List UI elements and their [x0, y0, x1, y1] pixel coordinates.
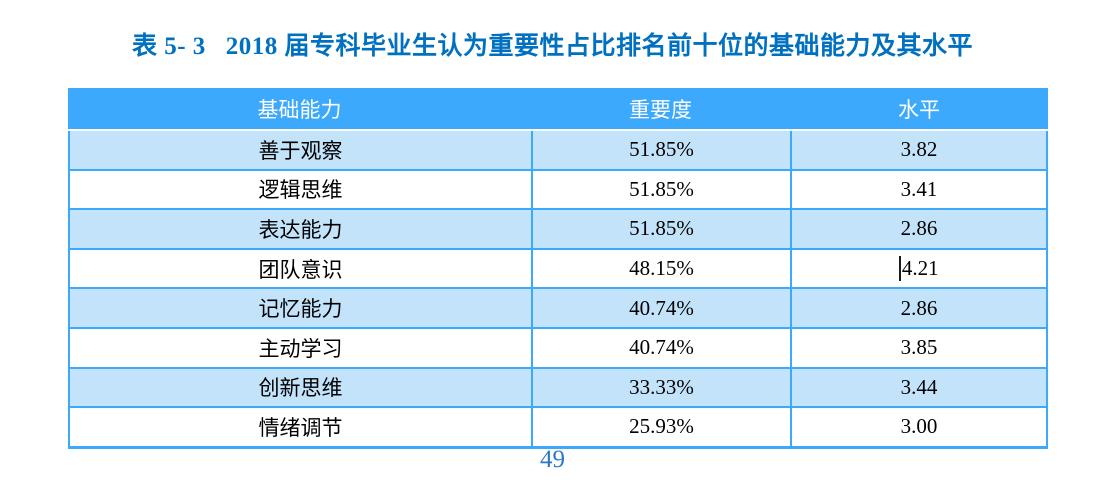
page-number: 49 [540, 446, 565, 473]
cell-level: 3.41 [900, 176, 938, 201]
cell-level: 3.82 [900, 137, 938, 162]
text-cursor-caret [899, 256, 901, 282]
table-row: 主动学习 40.74% 3.85 [70, 326, 1046, 367]
cell-importance: 40.74% [533, 328, 792, 367]
cell-importance: 40.74% [533, 289, 792, 327]
cell-ability: 团队意识 [70, 249, 533, 288]
cell-ability: 逻辑思维 [70, 170, 533, 209]
table-row: 表达能力 51.85% 2.86 [70, 208, 1046, 248]
cell-ability: 记忆能力 [70, 289, 533, 327]
cell-ability: 主动学习 [70, 328, 533, 367]
column-header-importance: 重要度 [629, 98, 692, 122]
table-body: 善于观察 51.85% 3.82 逻辑思维 51.85% 3.41 表达能力 5… [68, 131, 1048, 449]
table-number-label: 表 5- 3 [131, 33, 206, 60]
cell-importance: 25.93% [533, 408, 792, 446]
table-row: 团队意识 48.15% 4.21 [70, 247, 1046, 288]
cell-level: 4.21 [792, 250, 1046, 288]
column-header-ability: 基础能力 [257, 98, 342, 122]
column-header-level: 水平 [898, 98, 940, 122]
table-header-row: 基础能力 重要度 水平 [68, 88, 1048, 131]
document-table: 基础能力 重要度 水平 善于观察 51.85% 3.82 逻辑思维 51.85%… [68, 88, 1048, 449]
cell-importance: 33.33% [533, 368, 792, 407]
table-row: 创新思维 33.33% 3.44 [70, 366, 1046, 407]
cell-ability: 情绪调节 [70, 408, 533, 446]
cell-importance: 51.85% [533, 170, 792, 209]
table-row: 情绪调节 25.93% 3.00 [70, 406, 1046, 446]
level-value: 4.21 [901, 256, 939, 281]
cell-level: 2.86 [900, 216, 938, 241]
cell-level: 2.86 [900, 295, 938, 320]
table-row: 逻辑思维 51.85% 3.41 [70, 168, 1046, 209]
cell-importance: 48.15% [533, 249, 792, 288]
table-title-text: 2018 届专科毕业生认为重要性占比排名前十位的基础能力及其水平 [225, 33, 974, 60]
table-row: 善于观察 51.85% 3.82 [70, 131, 1046, 169]
cell-ability: 善于观察 [70, 131, 533, 169]
cell-level: 3.44 [900, 374, 938, 399]
cell-level: 3.00 [900, 414, 938, 439]
table-caption: 表 5- 3 2018 届专科毕业生认为重要性占比排名前十位的基础能力及其水平 [0, 26, 1105, 62]
table-row: 记忆能力 40.74% 2.86 [70, 287, 1046, 327]
cell-ability: 创新思维 [70, 368, 533, 407]
cell-level: 3.85 [900, 335, 938, 360]
cell-importance: 51.85% [533, 131, 792, 169]
cell-importance: 51.85% [533, 210, 792, 248]
cell-ability: 表达能力 [70, 210, 533, 248]
